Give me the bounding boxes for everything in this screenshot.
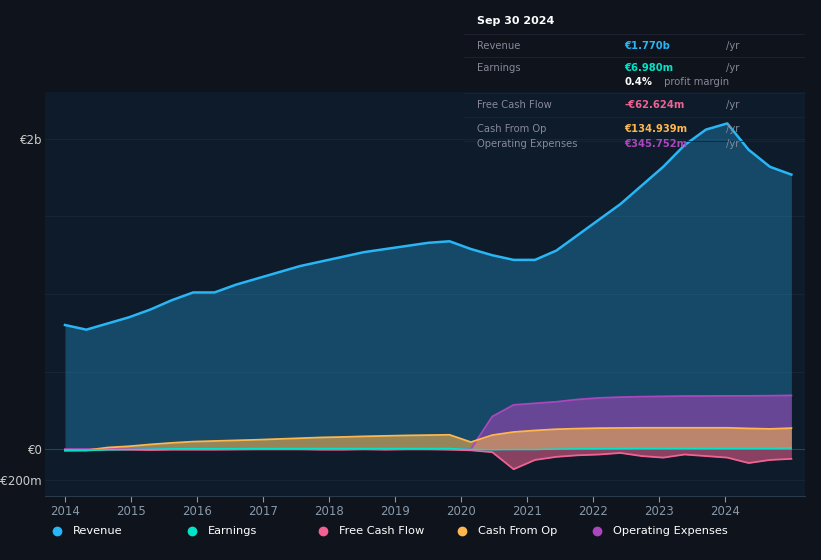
Text: Operating Expenses: Operating Expenses xyxy=(478,139,578,149)
Text: Earnings: Earnings xyxy=(209,526,258,535)
Text: Free Cash Flow: Free Cash Flow xyxy=(478,100,553,110)
Text: /yr: /yr xyxy=(727,124,740,134)
Text: /yr: /yr xyxy=(727,63,740,73)
Text: 0.4%: 0.4% xyxy=(624,77,652,87)
Text: /yr: /yr xyxy=(727,100,740,110)
Text: Sep 30 2024: Sep 30 2024 xyxy=(478,16,555,26)
Text: €1.770b: €1.770b xyxy=(624,40,670,50)
Text: Cash From Op: Cash From Op xyxy=(478,124,547,134)
Text: Revenue: Revenue xyxy=(478,40,521,50)
Text: €134.939m: €134.939m xyxy=(624,124,687,134)
Text: /yr: /yr xyxy=(727,139,740,149)
Text: Revenue: Revenue xyxy=(73,526,123,535)
Text: Operating Expenses: Operating Expenses xyxy=(613,526,728,535)
Text: €6.980m: €6.980m xyxy=(624,63,673,73)
Text: profit margin: profit margin xyxy=(662,77,730,87)
Text: Free Cash Flow: Free Cash Flow xyxy=(340,526,424,535)
Text: €345.752m: €345.752m xyxy=(624,139,687,149)
Text: Cash From Op: Cash From Op xyxy=(479,526,557,535)
Text: /yr: /yr xyxy=(727,40,740,50)
Text: -€62.624m: -€62.624m xyxy=(624,100,685,110)
Text: Earnings: Earnings xyxy=(478,63,521,73)
